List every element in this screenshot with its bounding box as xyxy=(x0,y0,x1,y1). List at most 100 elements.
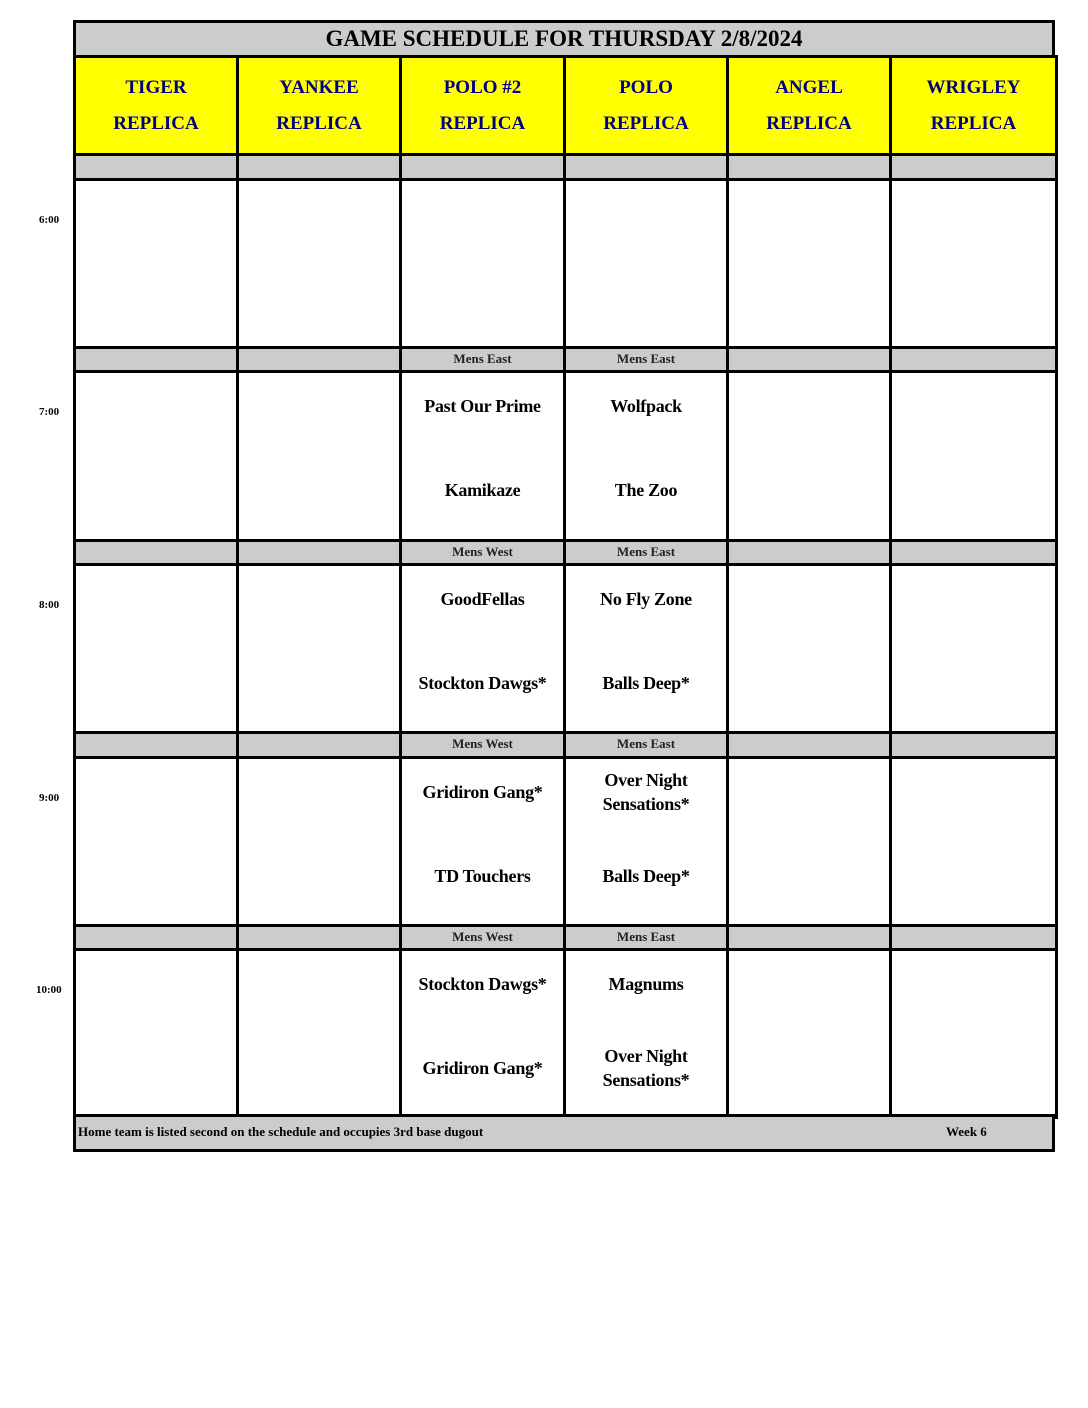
game-cell: GoodFellas Stockton Dawgs* xyxy=(399,563,566,734)
field-header: POLO REPLICA xyxy=(563,55,729,156)
game-cell xyxy=(73,563,239,734)
division-band xyxy=(73,539,239,566)
footer-note: Home team is listed second on the schedu… xyxy=(78,1124,484,1139)
division-band xyxy=(726,924,892,951)
field-header: WRIGLEY REPLICA xyxy=(889,55,1058,156)
division-band xyxy=(889,924,1058,951)
home-team: TD Touchers xyxy=(434,866,531,886)
away-team: Past Our Prime xyxy=(424,396,541,416)
home-team: Kamikaze xyxy=(444,480,521,500)
division-band xyxy=(563,153,729,181)
home-team: Balls Deep* xyxy=(602,866,690,886)
game-cell xyxy=(73,756,239,927)
home-team: The Zoo xyxy=(614,480,678,500)
time-label: 7:00 xyxy=(39,406,60,418)
game-cell: Past Our Prime Kamikaze xyxy=(399,370,566,542)
division-band: Mens East xyxy=(563,924,729,951)
division-band xyxy=(236,731,402,759)
game-cell: Gridiron Gang* TD Touchers xyxy=(399,756,566,927)
field-header: YANKEE REPLICA xyxy=(236,55,402,156)
game-cell xyxy=(73,948,239,1119)
division-band: Mens East xyxy=(563,731,729,759)
game-cell xyxy=(236,948,402,1119)
away-team: Stockton Dawgs* xyxy=(418,974,547,994)
game-cell: Stockton Dawgs* Gridiron Gang* xyxy=(399,948,566,1119)
game-cell xyxy=(236,178,402,349)
division-band xyxy=(726,346,892,373)
division-band xyxy=(236,539,402,566)
game-cell xyxy=(889,948,1058,1119)
game-cell: Over Night Sensations* Balls Deep* xyxy=(563,756,729,927)
away-team: No Fly Zone xyxy=(600,589,692,609)
game-cell xyxy=(73,178,239,349)
game-cell: No Fly Zone Balls Deep* xyxy=(563,563,729,734)
game-cell xyxy=(236,370,402,542)
away-team: Over Night Sensations* xyxy=(602,770,690,814)
field-name: POLO xyxy=(619,76,673,98)
division-band xyxy=(889,346,1058,373)
field-name: REPLICA xyxy=(276,112,362,134)
game-cell xyxy=(889,563,1058,734)
division-band: Mens West xyxy=(399,731,566,759)
game-cell xyxy=(726,756,892,927)
field-name: WRIGLEY xyxy=(926,76,1021,98)
home-team: Gridiron Gang* xyxy=(422,1058,543,1078)
field-name: REPLICA xyxy=(439,112,526,134)
division-band xyxy=(73,924,239,951)
away-team: GoodFellas xyxy=(440,589,525,609)
division-band: Mens East xyxy=(399,346,566,373)
game-cell xyxy=(236,756,402,927)
division-band xyxy=(726,731,892,759)
division-band xyxy=(236,153,402,181)
home-team: Balls Deep* xyxy=(602,673,690,693)
field-name: ANGEL xyxy=(775,76,843,98)
division-band xyxy=(726,153,892,181)
game-cell: Wolfpack The Zoo xyxy=(563,370,729,542)
home-team: Over Night Sensations* xyxy=(602,1046,690,1090)
game-cell xyxy=(726,563,892,734)
field-name: POLO #2 xyxy=(443,76,522,98)
division-band xyxy=(889,153,1058,181)
field-header: ANGEL REPLICA xyxy=(726,55,892,156)
division-band xyxy=(889,539,1058,566)
game-cell xyxy=(73,370,239,542)
week-label: Week 6 xyxy=(946,1124,987,1139)
game-cell xyxy=(889,178,1058,349)
time-label: 6:00 xyxy=(39,214,60,226)
away-team: Gridiron Gang* xyxy=(422,782,543,802)
division-band xyxy=(73,153,239,181)
field-name: REPLICA xyxy=(930,112,1017,134)
game-cell xyxy=(726,178,892,349)
game-cell xyxy=(889,756,1058,927)
field-name: REPLICA xyxy=(766,112,852,134)
division-band xyxy=(726,539,892,566)
game-cell xyxy=(889,370,1058,542)
division-band: Mens East xyxy=(563,346,729,373)
time-label: 10:00 xyxy=(36,984,62,996)
division-band: Mens East xyxy=(563,539,729,566)
game-cell xyxy=(236,563,402,734)
home-team: Stockton Dawgs* xyxy=(418,673,547,693)
field-header: POLO #2 REPLICA xyxy=(399,55,566,156)
division-band: Mens West xyxy=(399,924,566,951)
game-cell xyxy=(399,178,566,349)
field-name: REPLICA xyxy=(113,112,199,134)
division-band xyxy=(236,346,402,373)
division-band xyxy=(889,731,1058,759)
field-header: TIGER REPLICA xyxy=(73,55,239,156)
schedule-footer: Home team is listed second on the schedu… xyxy=(73,1114,1055,1152)
division-band xyxy=(73,731,239,759)
game-cell xyxy=(726,948,892,1119)
schedule-title: GAME SCHEDULE FOR THURSDAY 2/8/2024 xyxy=(73,20,1055,58)
field-name: TIGER xyxy=(125,76,187,98)
division-band: Mens West xyxy=(399,539,566,566)
time-label: 8:00 xyxy=(39,599,60,611)
division-band xyxy=(236,924,402,951)
away-team: Wolfpack xyxy=(610,396,682,416)
time-label: 9:00 xyxy=(39,792,60,804)
game-cell xyxy=(563,178,729,349)
division-band xyxy=(73,346,239,373)
game-cell xyxy=(726,370,892,542)
away-team: Magnums xyxy=(608,974,684,994)
